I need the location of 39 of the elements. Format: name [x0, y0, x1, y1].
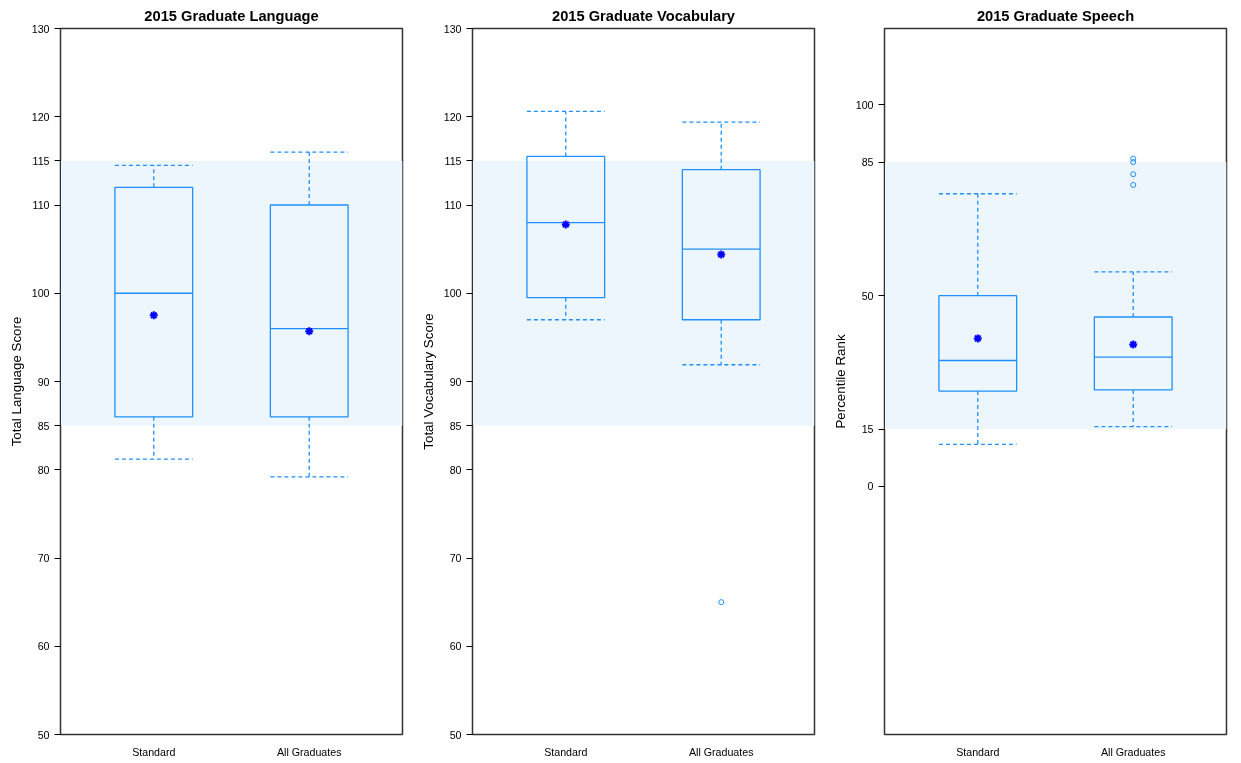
- y-tick-label: 85: [449, 419, 462, 432]
- y-tick-label: 80: [37, 463, 50, 476]
- x-tick-label: All Graduates: [276, 745, 342, 758]
- y-tick-label: 110: [444, 199, 462, 211]
- y-axis-title: Total Vocabulary Score: [420, 313, 436, 450]
- x-tick-label: Standard: [544, 745, 588, 758]
- y-tick-label: 50: [449, 728, 462, 741]
- y-tick-label: 90: [37, 375, 50, 388]
- chart-title: 2015 Graduate Language: [144, 7, 319, 24]
- y-axis-title: Total Language Score: [8, 316, 24, 447]
- y-tick-label: 100: [443, 287, 462, 300]
- y-tick-label: 100: [31, 287, 50, 300]
- y-tick-label: 85: [37, 419, 50, 432]
- x-tick-label: All Graduates: [688, 745, 754, 758]
- y-tick-label: 115: [444, 154, 462, 167]
- y-tick-label: 0: [867, 480, 874, 493]
- y-tick-label: 50: [861, 289, 874, 302]
- y-tick-label: 120: [31, 110, 50, 123]
- y-tick-label: 130: [31, 22, 50, 35]
- chart-title: 2015 Graduate Speech: [976, 7, 1135, 24]
- y-tick-label: 110: [32, 199, 50, 211]
- x-tick-label: Standard: [132, 745, 176, 758]
- chart-title: 2015 Graduate Vocabulary: [551, 7, 736, 24]
- y-tick-label: 80: [449, 463, 462, 476]
- x-tick-label: All Graduates: [1100, 745, 1166, 758]
- y-tick-label: 15: [861, 423, 874, 436]
- y-tick-label: 70: [449, 552, 462, 564]
- y-tick-label: 85: [861, 156, 874, 169]
- y-tick-label: 130: [443, 22, 462, 35]
- y-tick-label: 60: [37, 640, 50, 653]
- y-tick-label: 90: [449, 375, 462, 388]
- y-tick-label: 60: [449, 640, 462, 653]
- y-tick-label: 70: [37, 552, 50, 564]
- y-axis-title: Percentile Rank: [832, 334, 848, 429]
- y-tick-label: 120: [443, 110, 462, 123]
- y-tick-label: 115: [32, 154, 50, 167]
- y-tick-label: 50: [37, 728, 50, 741]
- y-tick-label: 100: [855, 98, 874, 111]
- x-tick-label: Standard: [956, 745, 1000, 758]
